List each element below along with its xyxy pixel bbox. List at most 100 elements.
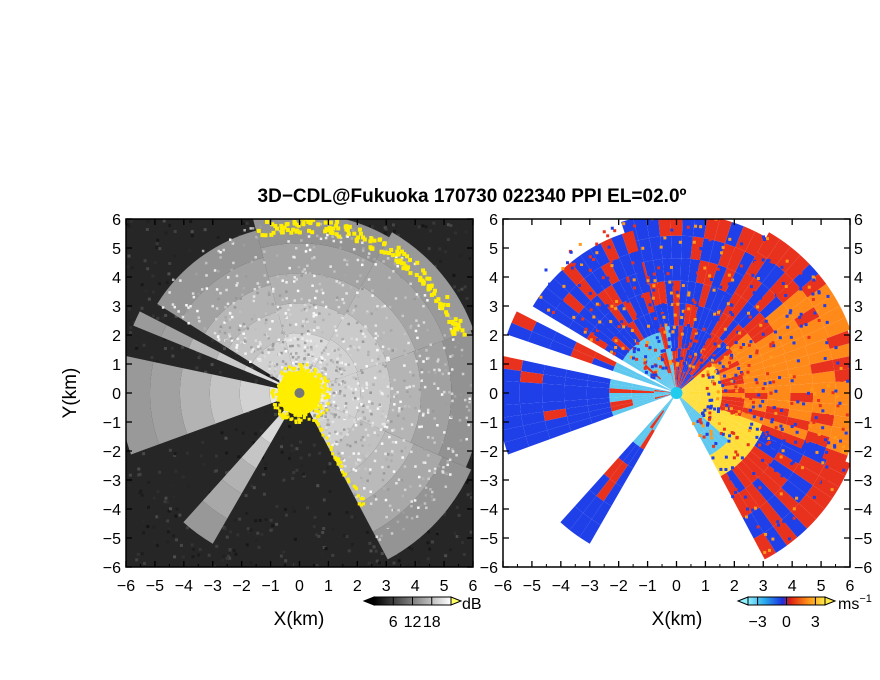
noise-speckle — [417, 560, 421, 564]
snr-texture — [232, 302, 236, 305]
snr-texture — [312, 329, 316, 332]
snr-texture — [367, 255, 370, 259]
velocity-speckle — [636, 315, 640, 319]
velocity-speckle — [658, 304, 662, 308]
snr-texture — [195, 272, 198, 276]
snr-texture — [433, 417, 436, 420]
velocity-speckle — [676, 294, 680, 298]
saturated-fringe — [256, 228, 261, 233]
velocity-cell — [584, 300, 606, 322]
velocity-cell — [742, 407, 766, 419]
snr-texture — [363, 463, 366, 467]
saturated-speckle — [320, 388, 324, 392]
noise-speckle — [432, 221, 436, 225]
velocity-speckle — [706, 405, 710, 409]
velocity-cell — [806, 485, 833, 510]
saturated-speckle — [323, 376, 327, 380]
snr-texture — [271, 290, 275, 293]
snr-texture — [393, 403, 396, 406]
saturated-streak — [354, 486, 358, 490]
velocity-speckle — [610, 304, 614, 308]
snr-texture — [415, 359, 418, 363]
noise-speckle — [207, 553, 211, 557]
velocity-speckle — [778, 336, 782, 340]
snr-texture — [356, 492, 359, 496]
snr-texture — [332, 239, 336, 243]
velocity-cell — [695, 365, 716, 381]
snr-texture — [256, 282, 259, 285]
saturated-speckle — [305, 363, 309, 367]
noise-speckle — [410, 547, 414, 551]
snr-texture — [446, 472, 449, 475]
velocity-speckle — [747, 343, 751, 347]
velocity-speckle — [766, 442, 770, 446]
velocity-speckle — [717, 291, 721, 295]
velocity-speckle — [694, 352, 698, 356]
saturated-speckle — [326, 402, 330, 406]
snr-texture — [320, 355, 323, 359]
saturated-fringe — [289, 230, 294, 235]
saturated-speckle — [272, 388, 276, 392]
snr-texture — [392, 470, 396, 473]
velocity-speckle — [748, 426, 752, 430]
noise-speckle — [202, 463, 206, 467]
snr-texture — [295, 352, 298, 355]
snr-texture — [324, 415, 327, 418]
snr-texture — [331, 420, 335, 424]
velocity-cell — [542, 400, 566, 412]
snr-texture — [362, 404, 365, 407]
velocity-speckle — [760, 474, 764, 478]
noise-speckle — [312, 443, 316, 447]
velocity-speckle — [815, 450, 819, 454]
velocity-speckle — [697, 363, 701, 367]
velocity-cell — [645, 362, 663, 379]
saturated-speckle — [281, 383, 285, 387]
snr-texture — [429, 343, 432, 347]
snr-texture — [401, 314, 405, 318]
y-tick-label: −2 — [103, 444, 121, 461]
snr-texture — [368, 400, 371, 403]
snr-texture — [442, 390, 446, 394]
snr-texture — [361, 454, 364, 457]
snr-texture — [382, 472, 386, 475]
snr-texture — [384, 336, 388, 340]
velocity-speckle — [701, 349, 705, 353]
snr-texture — [360, 263, 364, 267]
velocity-speckle — [782, 439, 786, 443]
saturated-fringe — [452, 331, 457, 336]
saturated-fringe — [425, 276, 430, 281]
snr-texture — [402, 439, 406, 442]
snr-texture — [266, 280, 270, 284]
snr-texture — [319, 237, 323, 241]
noise-speckle — [313, 515, 317, 519]
velocity-speckle — [763, 550, 767, 554]
velocity-cell — [590, 411, 614, 424]
velocity-speckle — [745, 403, 749, 407]
noise-speckle — [152, 496, 156, 500]
y-tick-label: −4 — [103, 502, 121, 519]
velocity-cell — [596, 478, 616, 502]
snr-texture — [335, 379, 339, 382]
snr-texture — [326, 387, 330, 391]
velocity-speckle — [573, 292, 577, 296]
noise-speckle — [322, 470, 326, 474]
snr-texture — [361, 249, 365, 252]
velocity-speckle — [663, 240, 667, 244]
noise-speckle — [169, 503, 173, 507]
velocity-speckle — [717, 310, 721, 314]
noise-speckle — [237, 455, 241, 459]
snr-texture — [261, 356, 265, 359]
noise-speckle — [146, 525, 150, 529]
snr-texture — [308, 272, 312, 275]
saturated-speckle — [316, 376, 320, 380]
saturated-speckle — [290, 372, 294, 376]
velocity-speckle — [784, 286, 788, 290]
noise-speckle — [168, 448, 172, 452]
noise-speckle — [318, 451, 322, 455]
saturated-speckle — [276, 396, 280, 400]
noise-speckle — [284, 559, 288, 563]
snr-texture — [335, 298, 339, 302]
snr-texture — [284, 349, 288, 353]
velocity-speckle — [693, 329, 697, 333]
saturated-fringe — [369, 236, 374, 241]
